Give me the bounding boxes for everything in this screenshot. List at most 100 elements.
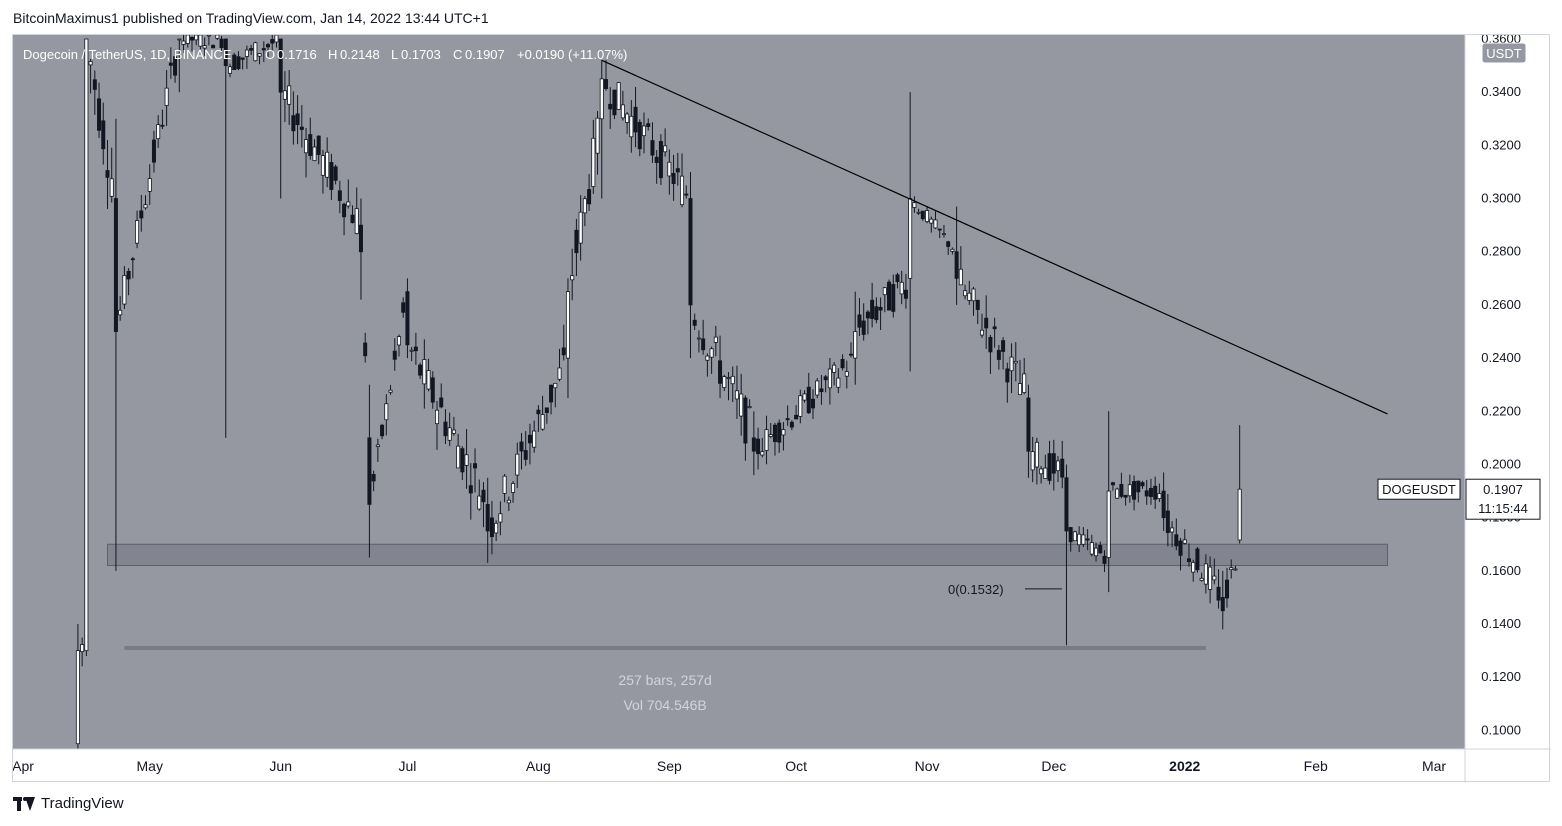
price-tick-label: 0.2000 bbox=[1481, 456, 1521, 471]
candle bbox=[426, 358, 431, 392]
candle bbox=[777, 419, 782, 453]
candle bbox=[806, 372, 811, 414]
candle-body bbox=[747, 406, 752, 409]
legend-c-label: C bbox=[453, 47, 462, 62]
candle bbox=[257, 53, 262, 65]
candle-body bbox=[574, 229, 579, 254]
candle-body bbox=[1132, 481, 1137, 500]
candle-body bbox=[996, 349, 1001, 360]
candle-body bbox=[527, 434, 532, 444]
candle bbox=[456, 433, 461, 469]
candle bbox=[215, 35, 220, 40]
candle bbox=[194, 35, 199, 46]
candle bbox=[946, 240, 951, 255]
candle bbox=[595, 111, 600, 175]
candle bbox=[941, 224, 946, 238]
candle-body bbox=[979, 329, 984, 336]
candle-body bbox=[865, 311, 870, 319]
candle-body bbox=[1098, 544, 1103, 554]
price-chart[interactable]: Dogecoin / TetherUS, 1D, BINANCE O 0.171… bbox=[13, 35, 1551, 783]
candle-body bbox=[1110, 482, 1115, 486]
candle-body bbox=[1026, 397, 1031, 452]
candle bbox=[354, 187, 359, 235]
candle-body bbox=[92, 79, 97, 90]
candle-body bbox=[549, 384, 554, 403]
candle bbox=[1102, 550, 1107, 573]
candle bbox=[270, 35, 275, 53]
candle-body bbox=[105, 170, 110, 178]
chart-frame[interactable]: Dogecoin / TetherUS, 1D, BINANCE O 0.171… bbox=[12, 34, 1551, 783]
candle-body bbox=[1127, 484, 1132, 497]
candle bbox=[591, 119, 596, 194]
candle-body bbox=[257, 53, 262, 57]
candle-body bbox=[857, 314, 862, 328]
candle bbox=[1017, 359, 1022, 396]
candle-body bbox=[1005, 368, 1010, 383]
candle-body bbox=[1170, 527, 1175, 533]
candle bbox=[506, 496, 511, 512]
candle-body bbox=[443, 421, 448, 437]
candle-body bbox=[734, 390, 739, 400]
candle bbox=[870, 282, 875, 328]
candle-body bbox=[815, 380, 820, 396]
candle bbox=[785, 405, 790, 426]
candle bbox=[1153, 476, 1158, 509]
candle-body bbox=[984, 317, 989, 329]
candle bbox=[342, 202, 347, 236]
candle-body bbox=[785, 418, 790, 421]
candle bbox=[549, 384, 554, 415]
candle-body bbox=[219, 38, 224, 48]
candle bbox=[473, 448, 478, 493]
candle bbox=[878, 297, 883, 330]
candle bbox=[1106, 411, 1111, 593]
time-tick-label: Aug bbox=[526, 758, 551, 774]
candle bbox=[574, 218, 579, 277]
symbol-label-box bbox=[1377, 478, 1461, 500]
candle bbox=[544, 407, 549, 424]
candle-body bbox=[211, 44, 216, 49]
candle-body bbox=[498, 513, 503, 523]
candle-body bbox=[671, 173, 676, 184]
candle bbox=[1140, 480, 1145, 489]
candle-body bbox=[1085, 538, 1090, 541]
range-volume-label: Vol 704.546B bbox=[623, 697, 706, 713]
candle-body bbox=[194, 35, 199, 41]
plot-background bbox=[13, 35, 1465, 749]
candle-body bbox=[925, 210, 930, 222]
candle-body bbox=[1013, 360, 1018, 364]
candle bbox=[857, 298, 862, 337]
candle-body bbox=[988, 337, 993, 353]
candle-body bbox=[730, 375, 735, 385]
candle bbox=[1123, 494, 1128, 506]
candle-body bbox=[388, 389, 393, 393]
candle bbox=[1224, 567, 1229, 608]
candle-body bbox=[1195, 548, 1200, 571]
candle-body bbox=[798, 395, 803, 417]
candle-body bbox=[274, 35, 279, 43]
candle-body bbox=[1140, 482, 1145, 487]
time-scale: Apr May Jun Jul Aug Sep Oct Nov Dec 2022 Feb Mar bbox=[13, 748, 1551, 774]
candle-body bbox=[946, 241, 951, 247]
candle bbox=[1085, 529, 1090, 551]
candle-body bbox=[477, 495, 482, 510]
candle bbox=[646, 118, 651, 131]
candle-body bbox=[185, 35, 190, 44]
candle bbox=[734, 365, 739, 419]
candle bbox=[696, 330, 701, 353]
price-tick-label: 0.3400 bbox=[1481, 84, 1521, 99]
candle-body bbox=[1178, 540, 1183, 556]
candle-body bbox=[591, 137, 596, 187]
candle-body bbox=[1068, 527, 1073, 543]
candle-body bbox=[418, 364, 423, 376]
candle-body bbox=[426, 370, 431, 390]
tradingview-logo[interactable]: TradingView bbox=[13, 795, 124, 812]
candle-body bbox=[494, 522, 499, 534]
candle bbox=[1195, 546, 1200, 573]
candle bbox=[988, 334, 993, 374]
candle bbox=[751, 411, 756, 476]
candle-body bbox=[511, 483, 516, 493]
candle bbox=[160, 109, 165, 130]
candle-body bbox=[1224, 579, 1229, 599]
candle bbox=[1110, 481, 1115, 491]
candle bbox=[396, 334, 401, 357]
